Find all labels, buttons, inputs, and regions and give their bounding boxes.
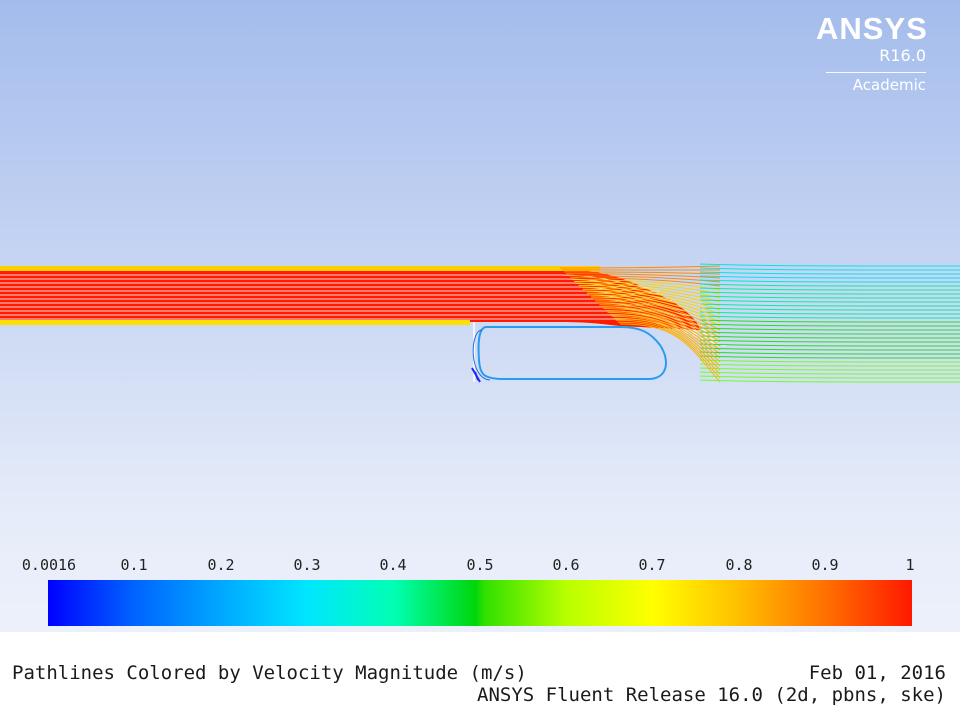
pathline (699, 291, 960, 295)
pathline (699, 263, 960, 267)
pathline (699, 287, 960, 291)
colorbar-tick-labels: 0.0016 0.1 0.2 0.3 0.4 0.5 0.6 0.7 0.8 0… (0, 556, 960, 576)
pathline (605, 309, 721, 355)
colorbar-tick: 0.8 (725, 556, 753, 574)
colorbar-tick: 0.5 (466, 556, 494, 574)
pathline (699, 351, 960, 355)
pathline (588, 294, 721, 323)
pathline (591, 296, 721, 327)
pathline (699, 331, 960, 335)
colorbar-tick: 0.1 (120, 556, 148, 574)
pathline (699, 367, 960, 371)
pathline (699, 315, 960, 319)
pathline (609, 313, 721, 363)
pathline (582, 288, 721, 311)
pathline (699, 279, 960, 283)
colorbar-tick: 0.3 (293, 556, 321, 574)
pathline (699, 363, 960, 367)
pathline (699, 267, 960, 271)
pathline (699, 327, 960, 331)
pathline (699, 311, 960, 315)
pathline (599, 304, 721, 343)
colorbar-tick: 0.7 (638, 556, 666, 574)
pathline (699, 307, 960, 311)
pathline (699, 359, 960, 363)
pathline (607, 311, 721, 359)
colorbar-tick: 0.4 (379, 556, 407, 574)
pathline (699, 375, 960, 379)
pathline (699, 355, 960, 359)
pathline (586, 292, 721, 319)
pathline (699, 271, 960, 275)
pathline (566, 273, 721, 279)
pathline (699, 347, 960, 351)
solver-release: ANSYS Fluent Release 16.0 (2d, pbns, ske… (477, 684, 946, 706)
pathline (559, 265, 721, 269)
plot-title: Pathlines Colored by Velocity Magnitude … (12, 662, 527, 684)
footer-panel: Pathlines Colored by Velocity Magnitude … (0, 632, 960, 720)
pathline (699, 379, 960, 383)
logo-edition: Academic (852, 76, 926, 94)
pathline (619, 323, 721, 383)
pathline (597, 302, 721, 339)
pathlines-group (0, 263, 960, 383)
pathline (564, 271, 721, 275)
wall-layer-top (0, 266, 600, 271)
logo-divider (826, 72, 926, 73)
pathline (699, 339, 960, 343)
pathline (603, 308, 721, 351)
wall-layer-bottom (0, 320, 470, 325)
pathline (595, 300, 721, 335)
logo-release: R16.0 (879, 46, 926, 65)
ansys-logo: ANSYS R16.0 Academic (816, 11, 928, 95)
pathline (699, 323, 960, 327)
plot-date: Feb 01, 2016 (808, 662, 946, 684)
pathline (601, 306, 721, 347)
pathline (699, 299, 960, 303)
recirculation-zone (471, 322, 667, 383)
pathline (699, 283, 960, 287)
pathline (611, 315, 721, 367)
pathline (613, 317, 721, 371)
pathline (699, 303, 960, 307)
pathline (699, 335, 960, 339)
pathline (699, 319, 960, 323)
colorbar-tick: 0.9 (811, 556, 839, 574)
pathline (576, 282, 721, 299)
colorbar-tick: 0.2 (207, 556, 235, 574)
pathline (699, 371, 960, 375)
pathline (593, 298, 721, 331)
pathline (617, 321, 721, 379)
pathline (699, 343, 960, 347)
pathline (580, 286, 721, 307)
colorbar-tick: 0.6 (552, 556, 580, 574)
pathline (699, 275, 960, 279)
pathline (584, 290, 721, 315)
colorbar-tick: 1 (905, 556, 915, 574)
pathline (578, 284, 721, 303)
pathline (615, 319, 721, 375)
pathline (568, 275, 721, 283)
pathline (699, 295, 960, 299)
colorbar (48, 580, 912, 626)
logo-name: ANSYS (816, 11, 928, 46)
pathline (574, 281, 721, 295)
pathline-plot (0, 263, 960, 383)
colorbar-tick: 0.0016 (21, 556, 77, 574)
